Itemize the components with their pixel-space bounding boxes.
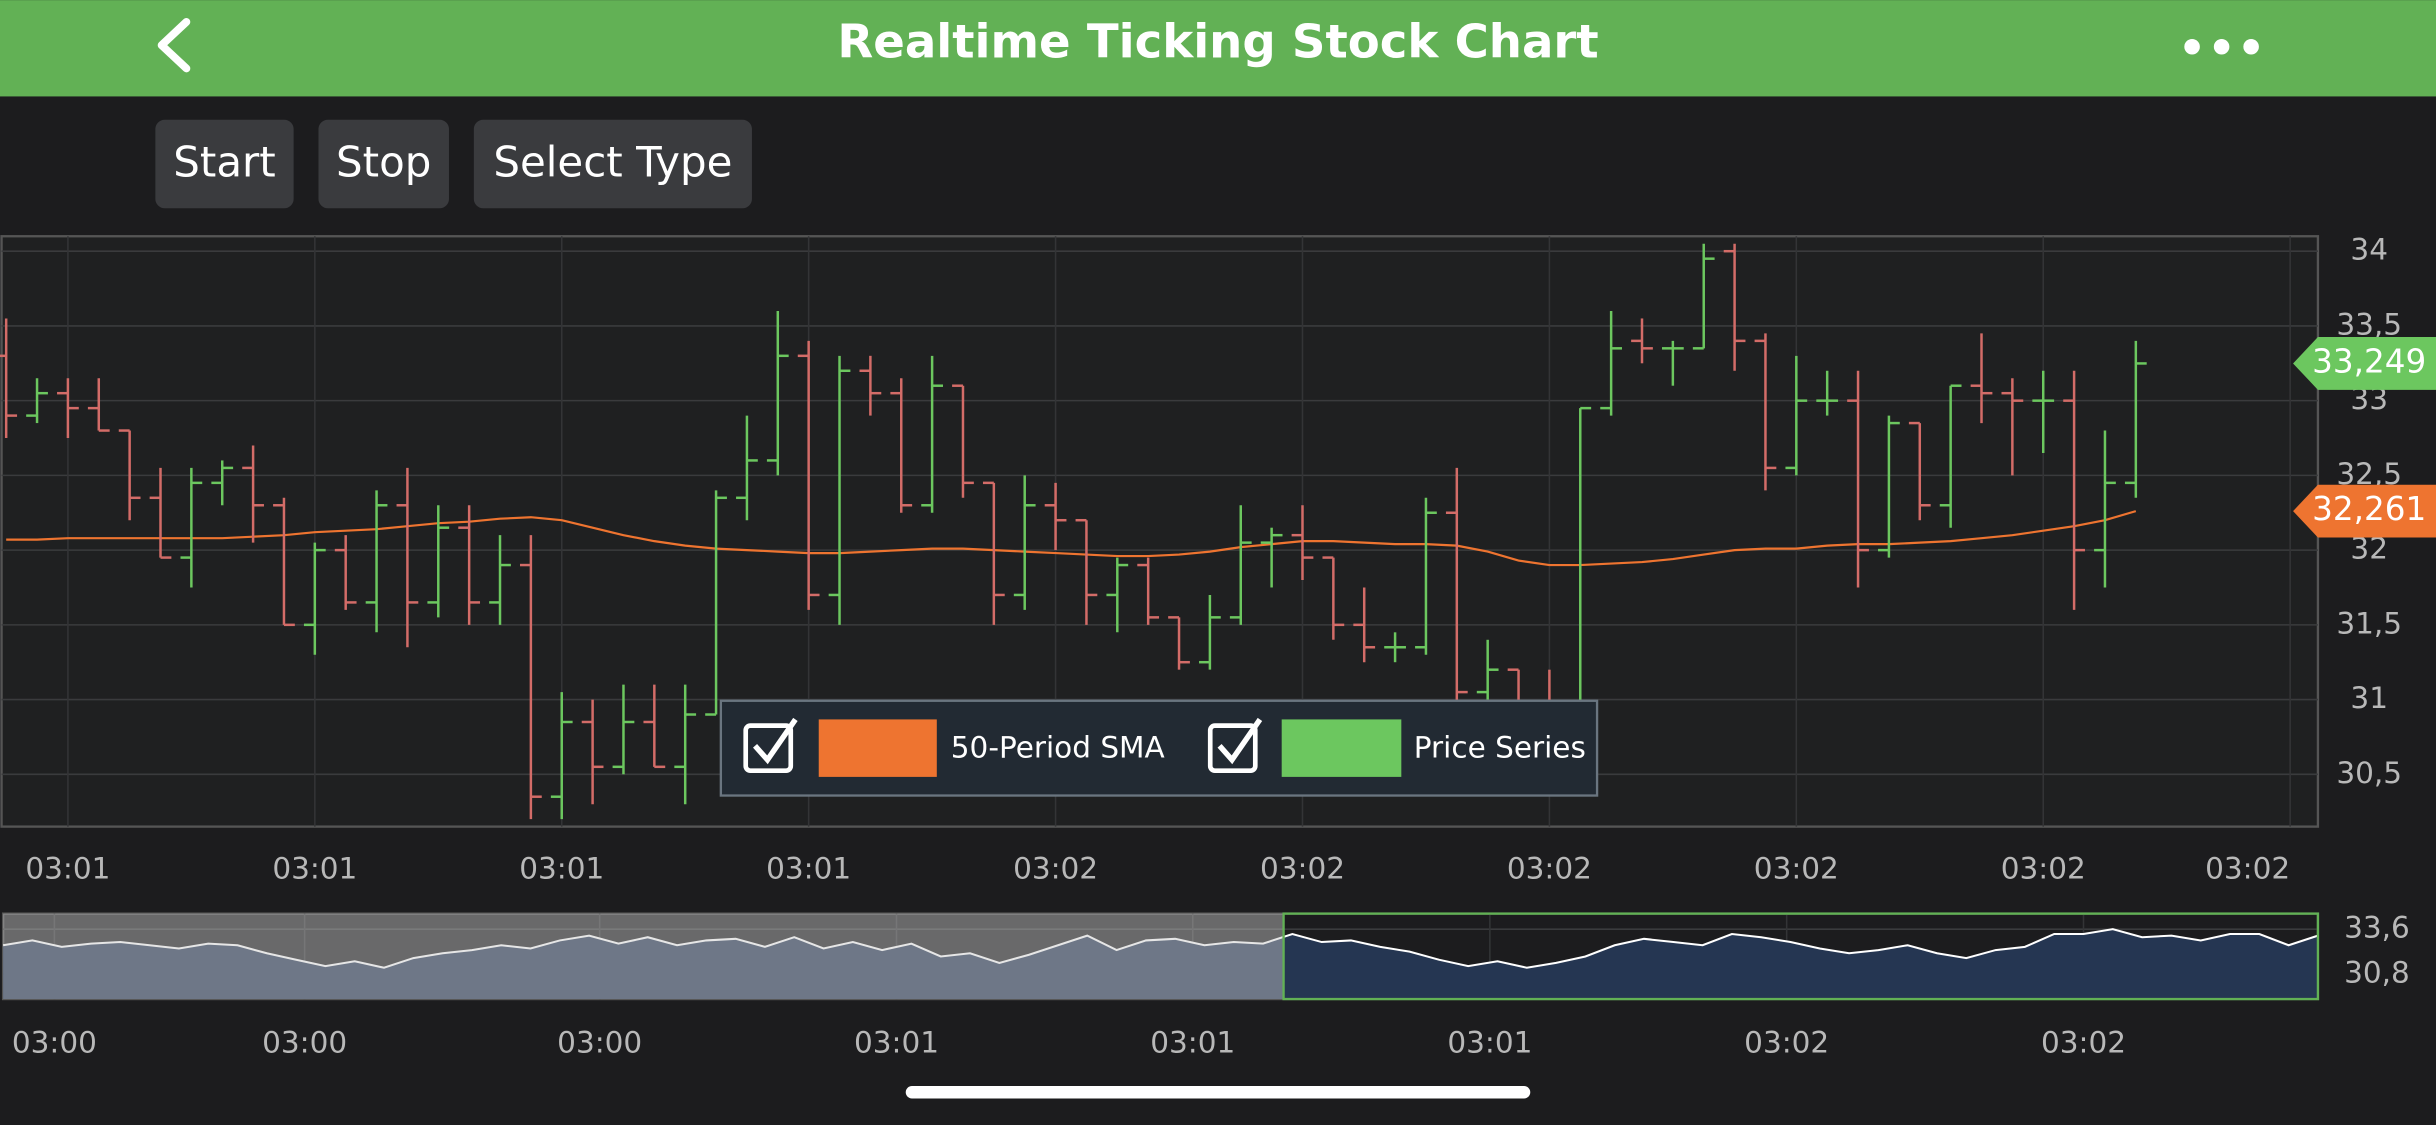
- y-tick-label: 33,6: [2344, 911, 2410, 945]
- nav-bar: [0, 0, 2436, 97]
- button-bg: [318, 119, 449, 209]
- x-tick-label: 03:02: [2041, 1026, 2126, 1060]
- x-tick-label: 03:00: [12, 1026, 97, 1060]
- x-tick-label: 03:01: [519, 852, 604, 886]
- more-button[interactable]: [2184, 38, 2259, 55]
- unselected-shade: [3, 913, 1284, 1000]
- x-tick-label: 03:01: [854, 1026, 939, 1060]
- y-tick-label: 33,5: [2336, 307, 2402, 341]
- button-label: Stop: [336, 137, 431, 186]
- stop-button[interactable]: Stop: [318, 119, 449, 209]
- axis-marker-label: 32,261: [2312, 490, 2426, 528]
- button-bg: [473, 119, 752, 209]
- checkbox-box: [743, 723, 794, 774]
- axis-marker-label: 33,249: [2312, 342, 2426, 380]
- x-tick-label: 03:00: [262, 1026, 347, 1060]
- selection-window: [1282, 912, 2320, 1001]
- legend-checkbox[interactable]: [743, 717, 798, 774]
- legend-label: 50-Period SMA: [951, 730, 1165, 764]
- x-tick-label: 03:02: [1507, 852, 1592, 886]
- x-tick-label: 03:00: [557, 1026, 642, 1060]
- dot: [2243, 38, 2259, 55]
- legend-label: Price Series: [1414, 730, 1586, 764]
- y-tick-label: 31: [2350, 681, 2388, 715]
- mountain-line: [2, 928, 2319, 969]
- mountain-area: [3, 929, 2318, 1000]
- dot: [2184, 38, 2200, 55]
- x-tick-label: 03:01: [1447, 1026, 1532, 1060]
- x-tick-label: 03:02: [1744, 1026, 1829, 1060]
- dot: [2213, 38, 2230, 55]
- x-tick-label: 03:02: [2001, 852, 2086, 886]
- x-tick-label: 03:01: [25, 852, 110, 886]
- y-tick-label: 34: [2350, 233, 2388, 267]
- y-tick-label: 30,8: [2344, 956, 2410, 990]
- button-label: Start: [173, 137, 275, 186]
- x-tick-label: 03:02: [1754, 852, 1839, 886]
- legend: 50-Period SMA Price Series: [719, 699, 1599, 797]
- checkbox-box: [1207, 723, 1258, 774]
- start-button[interactable]: Start: [155, 119, 294, 209]
- button-bg: [155, 119, 294, 209]
- x-tick-label: 03:01: [766, 852, 851, 886]
- sma-line: [6, 510, 2137, 567]
- axis-marker: [2293, 484, 2436, 538]
- x-tick-label: 03:02: [2205, 852, 2290, 886]
- x-tick-label: 03:02: [1013, 852, 1098, 886]
- y-tick-label: 31,5: [2336, 606, 2402, 640]
- button-label: Select Type: [493, 137, 732, 186]
- x-tick-label: 03:02: [1260, 852, 1345, 886]
- axis-marker: [2293, 337, 2436, 390]
- nav-title: Realtime Ticking Stock Chart: [837, 15, 1598, 69]
- back-button[interactable]: [157, 17, 191, 73]
- y-tick-label: 30,5: [2336, 756, 2402, 790]
- x-tick-label: 03:01: [1150, 1026, 1235, 1060]
- checkmark: [1217, 717, 1263, 765]
- legend-checkbox[interactable]: [1207, 717, 1263, 774]
- home-indicator: [905, 1086, 1531, 1099]
- select-type-button[interactable]: Select Type: [473, 119, 752, 209]
- legend-swatch: [1281, 719, 1402, 777]
- checkmark: [753, 717, 798, 765]
- legend-swatch: [818, 719, 937, 777]
- x-tick-label: 03:01: [272, 852, 357, 886]
